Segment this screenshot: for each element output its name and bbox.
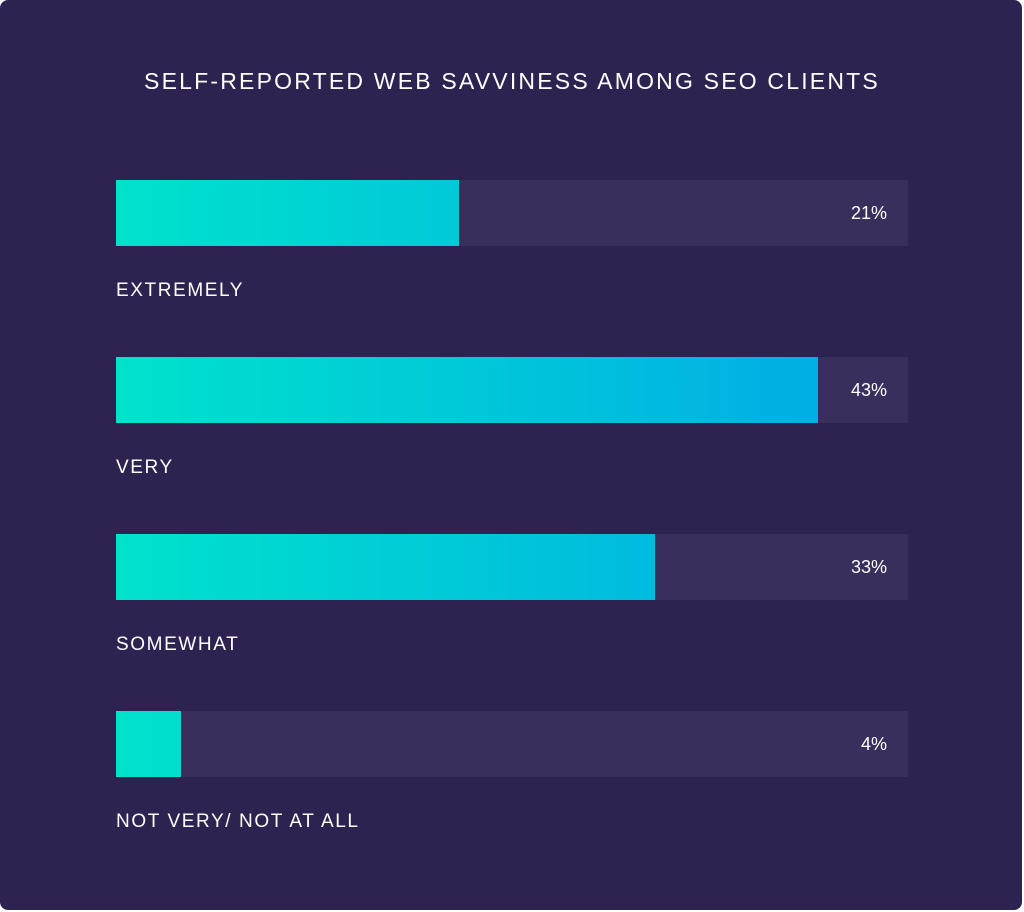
value-label: 33% (850, 557, 887, 577)
category-label: SOMEWHAT (116, 634, 240, 655)
category-label: EXTREMELY (116, 280, 245, 301)
value-label: 4% (860, 734, 887, 754)
value-label: 21% (850, 203, 887, 223)
chart-title: SELF-REPORTED WEB SAVVINESS AMONG SEO CL… (144, 68, 880, 94)
bar-track: 33% (116, 534, 908, 600)
category-label: VERY (116, 457, 174, 478)
bar-track: 21% (116, 180, 908, 246)
value-label: 43% (850, 380, 887, 400)
bar (116, 711, 181, 777)
category-label: NOT VERY/ NOT AT ALL (116, 811, 360, 832)
bar-track: 4% (116, 711, 908, 777)
bar (116, 180, 459, 246)
bar (116, 357, 818, 423)
bar-track: 43% (116, 357, 908, 423)
bar (116, 534, 655, 600)
